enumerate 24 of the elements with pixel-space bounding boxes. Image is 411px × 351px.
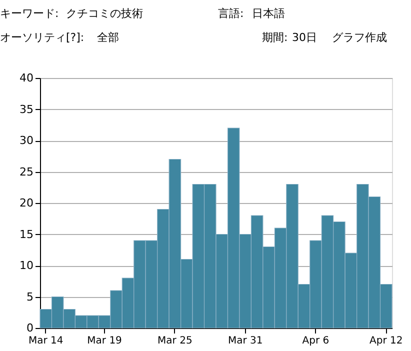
text: グラフ作成 bbox=[332, 31, 387, 44]
x-tick-label: Mar 14 bbox=[28, 336, 64, 346]
x-tick-label: Mar 19 bbox=[87, 336, 122, 346]
text: キーワード: bbox=[0, 7, 59, 20]
x-tick-label: Apr 12 bbox=[370, 336, 403, 346]
text: クチコミの技術 bbox=[66, 7, 143, 20]
text: 全部 bbox=[97, 31, 119, 44]
text: 期間: bbox=[262, 31, 288, 44]
y-tick-label: 30 bbox=[20, 134, 34, 147]
x-tick-label: Mar 31 bbox=[228, 336, 263, 346]
x-tick-label: Apr 6 bbox=[302, 336, 330, 346]
text: オーソリティ[?]: bbox=[0, 31, 84, 44]
x-tick-label: Mar 25 bbox=[158, 336, 192, 346]
y-tick-label: 10 bbox=[20, 259, 34, 272]
y-tick-label: 40 bbox=[20, 72, 34, 84]
y-tick-label: 25 bbox=[20, 165, 34, 178]
text: 30日 bbox=[292, 31, 317, 44]
y-tick-label: 5 bbox=[26, 290, 34, 304]
y-tick-label: 0 bbox=[26, 322, 34, 334]
text: 言語: bbox=[218, 7, 244, 20]
y-tick-label: 20 bbox=[20, 196, 34, 210]
y-tick-label: 15 bbox=[20, 228, 34, 241]
y-tick-label: 35 bbox=[20, 102, 34, 116]
text: 日本語 bbox=[252, 7, 285, 20]
